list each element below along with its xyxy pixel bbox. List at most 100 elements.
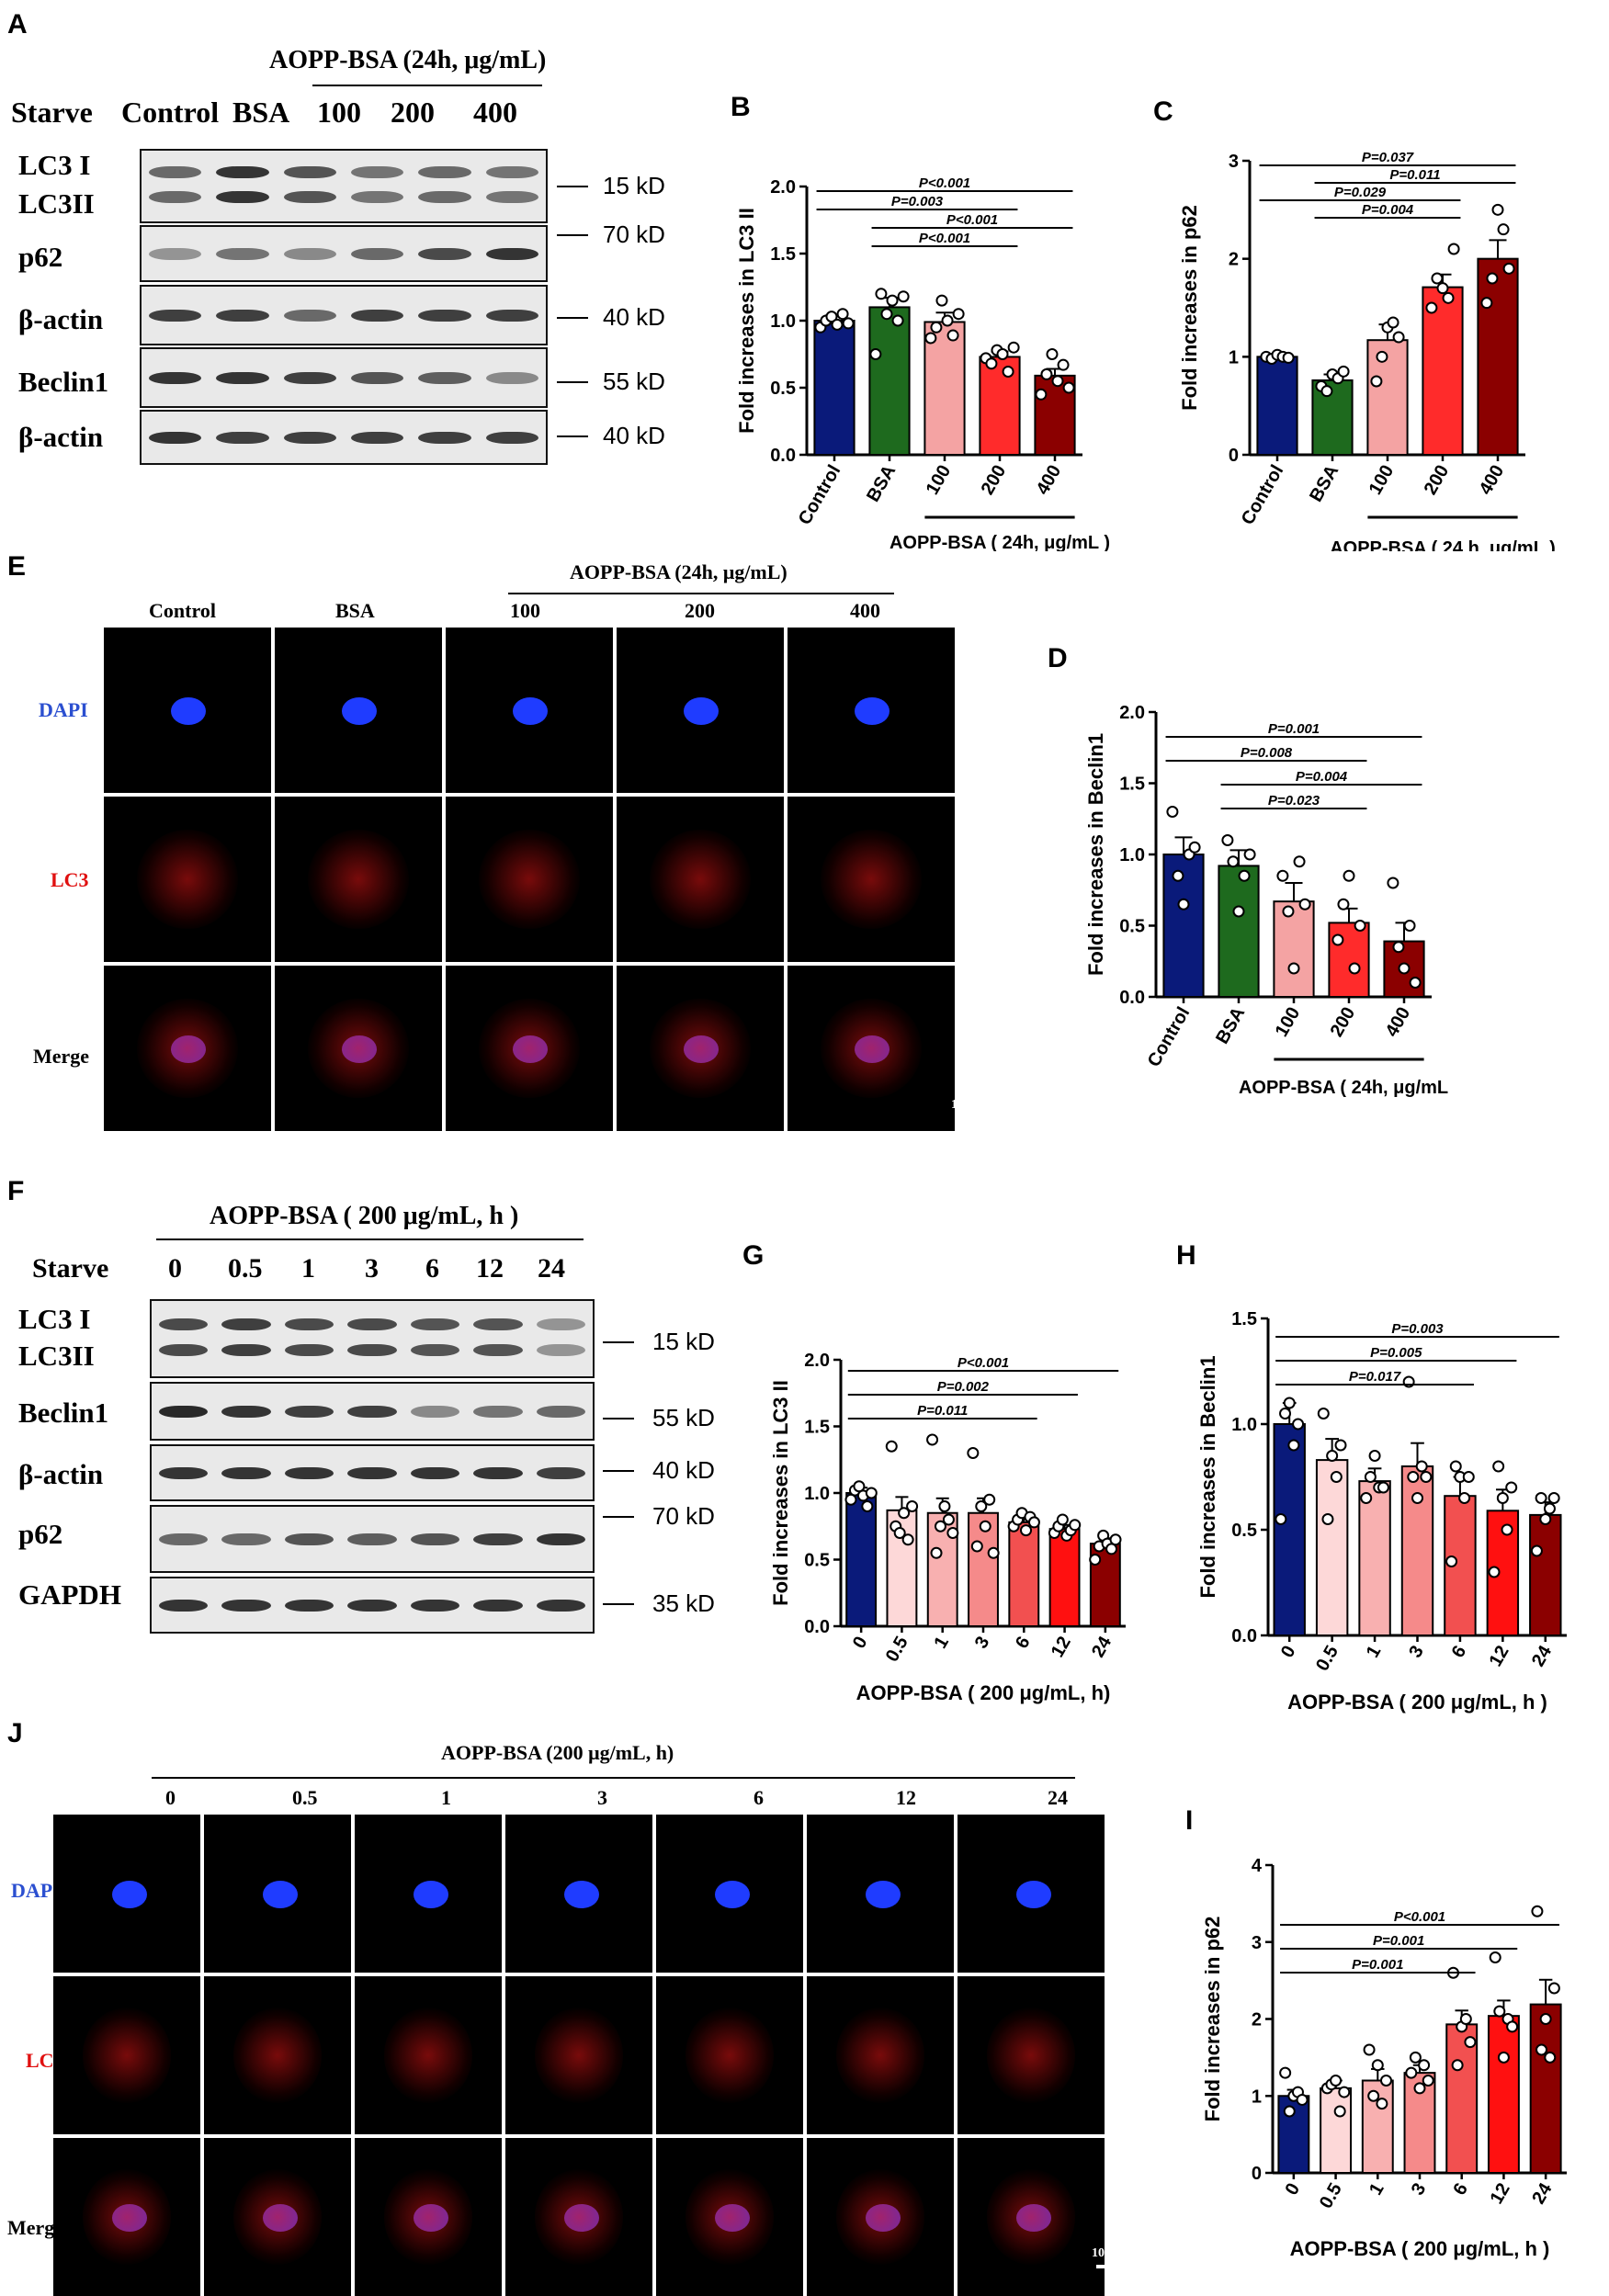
y-tick-label: 3 — [1229, 152, 1239, 172]
lc3-signal — [83, 2169, 171, 2265]
blot-band — [473, 1533, 523, 1545]
data-point — [1007, 341, 1020, 354]
blot-a-row-lc3ii: LC3II — [18, 187, 95, 220]
data-point — [886, 294, 899, 307]
img-j-panel — [505, 1815, 652, 1973]
img-j-panel — [656, 1976, 803, 2134]
data-point — [941, 314, 954, 327]
significance-label: P=0.029 — [1334, 185, 1387, 200]
img-e-col-200: 200 — [685, 599, 715, 622]
img-j-panel — [355, 2138, 502, 2296]
chart-b: 0.0 0.5 1.0 1.5 2.0 Fold increases in LC3 II C… — [735, 175, 1110, 551]
data-point — [1447, 243, 1460, 255]
data-point — [1376, 2098, 1388, 2110]
blot-band — [347, 1318, 397, 1330]
blot-a-lane-400: 400 — [473, 96, 517, 129]
img-e-panel — [275, 966, 442, 1131]
data-point — [1409, 977, 1422, 989]
data-point — [1392, 331, 1405, 344]
blot-band — [485, 372, 538, 384]
x-tick-label: BSA — [863, 462, 900, 506]
data-point — [1232, 905, 1245, 918]
blot-a-kd-tick — [557, 234, 588, 236]
lc3-signal — [650, 830, 751, 929]
nucleus — [170, 696, 206, 725]
blot-band — [485, 191, 538, 204]
blot-band — [158, 1344, 209, 1357]
x-tick-label: 24 — [1088, 1633, 1116, 1661]
panel-letter-g: G — [742, 1240, 765, 1271]
data-point — [1497, 2051, 1510, 2064]
img-j-col-1: 1 — [441, 1786, 451, 1809]
img-j-panel — [355, 1815, 502, 1973]
blot-a-actin2-box — [140, 410, 548, 465]
blot-f-kd-35: 35 kD — [652, 1589, 715, 1617]
data-point — [1547, 1492, 1560, 1504]
blot-band — [221, 1318, 271, 1330]
nucleus — [512, 696, 548, 725]
blot-f-p62-box — [150, 1505, 595, 1573]
x-tick-label: 0 — [849, 1634, 872, 1653]
lc3-signal — [233, 2169, 322, 2265]
x-tick-label: Control — [1144, 1004, 1195, 1071]
data-point — [967, 1447, 980, 1459]
data-point — [1436, 282, 1449, 295]
y-tick-label: 1.5 — [1231, 1309, 1257, 1329]
y-axis-label: Fold increases in LC3 II — [769, 1380, 792, 1606]
data-point — [1370, 375, 1383, 388]
data-point — [1488, 1566, 1501, 1578]
y-axis-label: Fold increases in Beclin1 — [1084, 733, 1107, 976]
blot-a-kd-15: 15 kD — [603, 172, 665, 199]
data-point — [1089, 1554, 1102, 1566]
blot-a-row-p62: p62 — [18, 241, 63, 273]
data-point — [970, 1540, 983, 1553]
lc3-signal — [821, 999, 922, 1098]
data-point — [1051, 375, 1064, 388]
data-point — [1275, 1513, 1287, 1525]
img-e-scale-label: 10 μm — [951, 1098, 986, 1112]
data-point — [1547, 1982, 1560, 1995]
significance-label: P=0.003 — [891, 194, 944, 209]
img-j-col-24: 24 — [1048, 1786, 1068, 1809]
blot-band — [284, 1344, 334, 1357]
data-point — [1531, 1905, 1544, 1917]
data-point — [1238, 869, 1251, 882]
blot-band — [221, 1533, 271, 1545]
lc3-signal — [384, 2008, 472, 2103]
y-tick-label: 1.0 — [1231, 1415, 1257, 1435]
blot-band — [283, 310, 336, 322]
blot-band — [158, 1318, 209, 1330]
blot-band — [473, 1467, 523, 1479]
lc3-signal — [137, 999, 238, 1098]
blot-band — [221, 1406, 271, 1418]
data-point — [975, 1500, 988, 1512]
data-point — [946, 329, 959, 342]
blot-band — [283, 372, 336, 384]
blot-band — [284, 1533, 334, 1545]
img-j-panel — [957, 2138, 1105, 2296]
data-point — [1276, 869, 1289, 882]
img-e-panel — [788, 797, 955, 962]
y-tick-label: 1.5 — [804, 1418, 830, 1438]
img-e-header: AOPP-BSA (24h, μg/mL) — [570, 560, 788, 583]
group-label: AOPP-BSA ( 24h, μg/mL ) — [1239, 1078, 1452, 1098]
blot-band — [418, 432, 471, 444]
data-point — [1360, 1492, 1373, 1504]
blot-a-p62-box — [140, 225, 548, 282]
bar — [1422, 286, 1464, 456]
data-point — [924, 332, 937, 345]
data-point — [898, 1507, 911, 1520]
data-point — [1279, 2066, 1292, 2079]
lc3-signal — [479, 999, 580, 1098]
y-tick-label: 2.0 — [1119, 703, 1145, 723]
blot-f-kd-55: 55 kD — [652, 1404, 715, 1431]
data-point — [875, 288, 888, 300]
data-point — [1334, 1439, 1347, 1452]
panel-letter-j: J — [7, 1718, 23, 1748]
img-e-header-line — [508, 593, 894, 594]
data-point — [1420, 1471, 1433, 1483]
data-point — [1491, 203, 1504, 216]
data-point — [831, 318, 844, 331]
img-j-panel — [656, 2138, 803, 2296]
